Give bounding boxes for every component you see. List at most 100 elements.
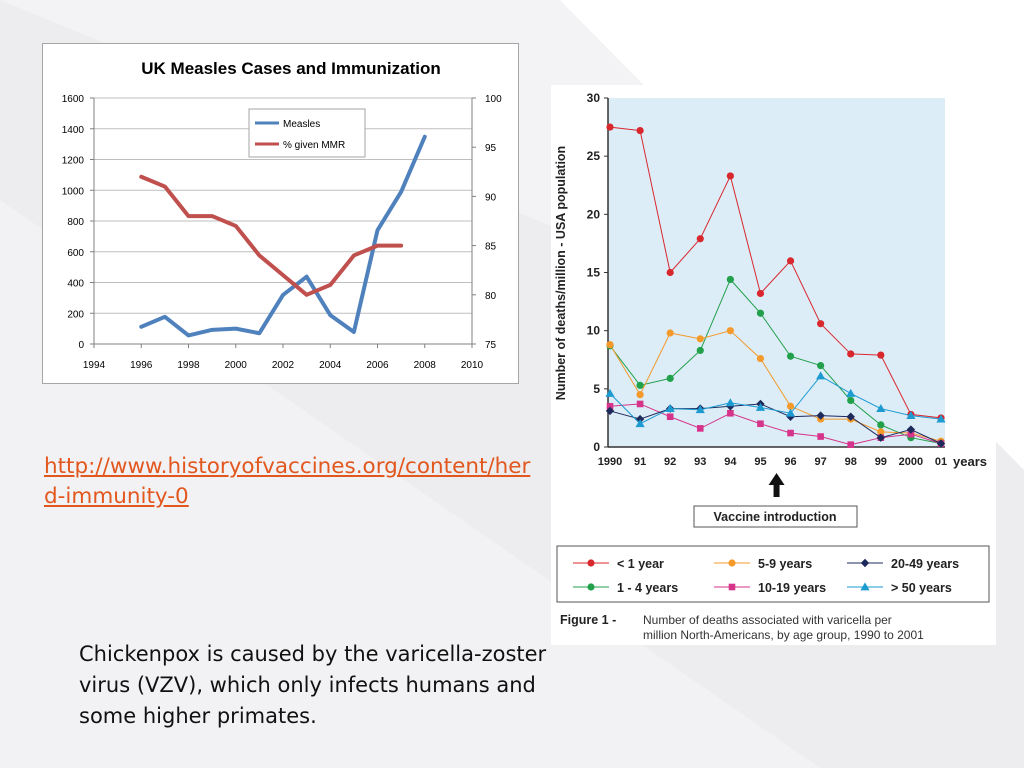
series-line-50-years [609, 375, 942, 425]
x-tick-label: 99 [875, 456, 887, 468]
legend-box [556, 545, 990, 603]
series-line-measles [139, 134, 427, 338]
source-link[interactable]: http://www.historyofvaccines.org/content… [44, 454, 531, 509]
data-point-50-years [635, 419, 645, 428]
data-point-1-4-years [817, 361, 825, 370]
legend-label: % given MMR [283, 140, 345, 151]
data-point-10-19-years [787, 429, 794, 437]
x-tick-label: 1996 [130, 360, 153, 371]
data-point-20-49-years [846, 412, 855, 421]
y-right-tick-label: 100 [485, 94, 502, 105]
data-point-1-year [817, 320, 825, 328]
y-right-tick-label: 90 [485, 192, 497, 203]
y-tick-label: 5 [593, 382, 600, 396]
x-tick-label: 95 [754, 456, 766, 468]
data-point-10-19-years [847, 441, 855, 448]
data-point-10-19-years [606, 402, 614, 410]
series-line-10-19-years [609, 403, 942, 446]
data-point-10-19-years [907, 430, 915, 438]
legend-marker [860, 558, 870, 568]
legend-marker [587, 559, 595, 567]
data-point-5-9-years [666, 329, 674, 337]
y-tick-label: 20 [587, 207, 601, 221]
data-point-20-49-years [605, 406, 615, 416]
y-left-tick-label: 800 [67, 217, 84, 228]
x-tick-label: 2008 [414, 360, 437, 371]
data-point-1-4-years [666, 374, 674, 382]
data-point-10-19-years [727, 409, 734, 417]
x-tick-label: 96 [784, 456, 796, 468]
data-point-50-years [816, 371, 826, 380]
legend-label: > 50 years [891, 581, 952, 595]
data-point-5-9-years [696, 335, 704, 343]
data-point-1-year [756, 289, 765, 298]
legend-marker [728, 583, 736, 591]
figure-caption-text-line2: million North-Americans, by age group, 1… [643, 628, 924, 642]
data-point-20-49-years [936, 439, 946, 448]
x-tick-label: 2004 [319, 360, 342, 371]
y-tick-label: 30 [587, 91, 601, 105]
x-tick-label: 2010 [461, 360, 484, 371]
y-left-tick-label: 0 [78, 340, 84, 351]
x-tick-label: 1998 [177, 360, 200, 371]
data-point-5-9-years [756, 354, 765, 363]
figure-caption-text-line1: Number of deaths associated with varicel… [643, 613, 892, 627]
data-point-1-4-years [696, 346, 704, 355]
data-point-10-19-years [757, 420, 764, 428]
x-tick-label: 2000 [899, 456, 923, 468]
series-line-1-year [609, 126, 942, 419]
data-point-1-year [847, 350, 855, 358]
data-point-5-9-years [606, 341, 614, 349]
varicella-deaths-chart: 0 5 10 15 20 25 30 1990 91 92 93 94 95 96 97 98 99 2000 01… [554, 91, 990, 642]
x-tick-label: 92 [664, 456, 676, 468]
series-50-years [605, 371, 946, 428]
y-axis-label: Number of deaths/million - USA populatio… [554, 146, 568, 400]
y-right-tick-label: 80 [485, 291, 497, 302]
data-point-1-year [606, 123, 614, 131]
data-point-50-years [605, 388, 615, 397]
legend: < 1 year 5-9 years 20-49 years 1 - 4 years 1… [556, 545, 990, 603]
data-point-50-years [755, 402, 766, 411]
y-left-tick-label: 400 [67, 279, 84, 290]
data-point-10-19-years [817, 433, 824, 440]
x-tick-label: 2006 [366, 360, 389, 371]
data-point-50-years [876, 404, 886, 413]
y-tick-label: 15 [587, 266, 601, 280]
data-point-10-19-years [696, 425, 704, 432]
data-point-1-4-years [726, 275, 734, 284]
data-point-50-years [665, 404, 675, 413]
vaccine-annotation: Vaccine introduction [693, 473, 858, 528]
x-tick-label: 94 [724, 456, 737, 468]
data-point-1-year [726, 172, 734, 180]
legend: Measles % given MMR [248, 108, 366, 158]
data-point-1-4-years [786, 352, 795, 360]
series-line-1-4-years [609, 278, 942, 445]
y-left-tick-label: 1200 [62, 156, 85, 167]
y-right-tick-label: 95 [485, 143, 497, 154]
x-tick-label: 97 [815, 456, 827, 468]
legend-marker [860, 582, 870, 591]
legend-box [248, 108, 366, 158]
y-tick-label: 25 [587, 149, 601, 163]
y-right-tick-label: 75 [485, 340, 497, 351]
data-point-50-years [906, 410, 916, 419]
annotation-box [693, 505, 858, 528]
data-point-1-4-years [756, 309, 765, 317]
legend-label: < 1 year [617, 557, 664, 571]
figure-caption-label: Figure 1 - [560, 613, 616, 627]
y-left-tick-label: 1600 [62, 94, 85, 105]
y-left-tick-label: 600 [67, 248, 84, 259]
data-point-10-19-years [636, 400, 644, 408]
x-tick-label: 1990 [598, 456, 622, 468]
legend-label: 1 - 4 years [617, 581, 678, 595]
legend-marker [728, 559, 736, 567]
uk-measles-chart-panel: UK Measles Cases and Immunization 0 200 400… [42, 43, 519, 384]
legend-label: Measles [283, 119, 320, 130]
data-point-50-years [725, 398, 735, 407]
series-line--given-mmr [139, 174, 404, 297]
y-tick-label: 0 [593, 440, 600, 454]
legend-label: 20-49 years [891, 557, 959, 571]
data-point-20-49-years [816, 411, 825, 420]
y-tick-label: 10 [587, 324, 601, 338]
x-tick-label: 1994 [83, 360, 106, 371]
